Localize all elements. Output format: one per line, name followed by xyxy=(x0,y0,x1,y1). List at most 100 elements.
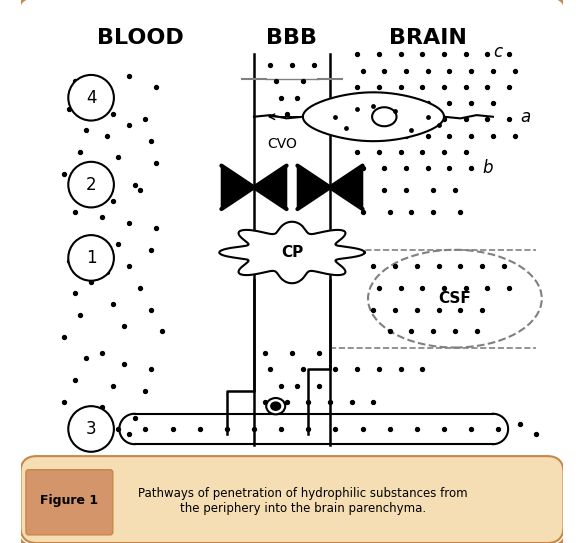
Point xyxy=(271,77,280,86)
Point xyxy=(65,104,74,113)
Point xyxy=(358,164,367,173)
Point xyxy=(146,245,155,254)
Text: c: c xyxy=(493,42,502,61)
Point xyxy=(401,164,411,173)
Point xyxy=(374,115,384,124)
Point xyxy=(467,66,476,75)
Point xyxy=(266,365,275,374)
Text: CP: CP xyxy=(281,245,303,260)
Point xyxy=(477,305,486,314)
Point xyxy=(407,126,416,135)
Point xyxy=(418,115,427,124)
Point xyxy=(380,164,389,173)
Point xyxy=(418,283,427,292)
Point xyxy=(445,99,454,108)
Point xyxy=(429,207,438,216)
Ellipse shape xyxy=(271,402,280,411)
Text: BRAIN: BRAIN xyxy=(389,28,467,48)
Point xyxy=(369,262,378,270)
Point xyxy=(510,131,519,140)
Point xyxy=(75,148,85,156)
Point xyxy=(124,262,134,270)
Point xyxy=(113,240,123,249)
Point xyxy=(103,131,112,140)
Point xyxy=(282,110,291,118)
Point xyxy=(396,365,405,374)
Point xyxy=(418,50,427,59)
Point xyxy=(124,72,134,80)
Point xyxy=(439,50,449,59)
Point xyxy=(531,430,541,439)
Point xyxy=(380,131,389,140)
Point xyxy=(81,354,91,363)
Polygon shape xyxy=(303,92,444,141)
Point xyxy=(461,115,471,124)
Point xyxy=(380,186,389,194)
Point xyxy=(287,349,297,357)
Circle shape xyxy=(68,162,114,207)
Point xyxy=(353,104,362,113)
Point xyxy=(423,131,432,140)
Point xyxy=(461,50,471,59)
Point xyxy=(401,131,411,140)
Point xyxy=(445,66,454,75)
Point xyxy=(467,131,476,140)
FancyBboxPatch shape xyxy=(18,0,566,543)
Point xyxy=(304,397,313,406)
Point xyxy=(380,99,389,108)
Point xyxy=(396,50,405,59)
Text: 1: 1 xyxy=(86,249,96,267)
Point xyxy=(152,159,161,167)
Point xyxy=(499,262,509,270)
Point xyxy=(314,381,324,390)
Point xyxy=(385,207,394,216)
Point xyxy=(401,99,411,108)
Point xyxy=(141,115,150,124)
Polygon shape xyxy=(254,166,287,209)
Text: CSF: CSF xyxy=(439,291,471,306)
Point xyxy=(423,112,432,121)
Point xyxy=(358,425,367,433)
Point xyxy=(505,50,514,59)
Point xyxy=(423,99,432,108)
Circle shape xyxy=(68,235,114,281)
Point xyxy=(385,327,394,336)
Point xyxy=(391,107,400,116)
Point xyxy=(505,115,514,124)
Text: b: b xyxy=(482,159,492,178)
Point xyxy=(353,148,362,156)
Point xyxy=(146,365,155,374)
Point xyxy=(412,305,422,314)
Point xyxy=(81,126,91,135)
Point xyxy=(369,102,378,110)
Point xyxy=(119,359,128,368)
Point xyxy=(385,425,394,433)
Point xyxy=(423,164,432,173)
Text: 2: 2 xyxy=(86,175,96,194)
Point xyxy=(276,381,286,390)
Point xyxy=(325,397,335,406)
Point xyxy=(135,283,145,292)
Point xyxy=(483,115,492,124)
Point xyxy=(353,50,362,59)
Point xyxy=(493,425,503,433)
Text: a: a xyxy=(520,108,530,126)
Point xyxy=(331,365,340,374)
Point xyxy=(331,112,340,121)
Point xyxy=(434,305,443,314)
Text: 4: 4 xyxy=(86,89,96,107)
Point xyxy=(439,148,449,156)
Point xyxy=(113,153,123,162)
Point xyxy=(374,50,384,59)
Point xyxy=(401,66,411,75)
Text: BBB: BBB xyxy=(266,28,318,48)
Point xyxy=(396,283,405,292)
Point xyxy=(119,321,128,330)
Point xyxy=(353,115,362,124)
Circle shape xyxy=(68,75,114,121)
Point xyxy=(353,365,362,374)
Point xyxy=(429,186,438,194)
Point xyxy=(374,283,384,292)
Point xyxy=(488,99,498,108)
Point xyxy=(75,311,85,319)
